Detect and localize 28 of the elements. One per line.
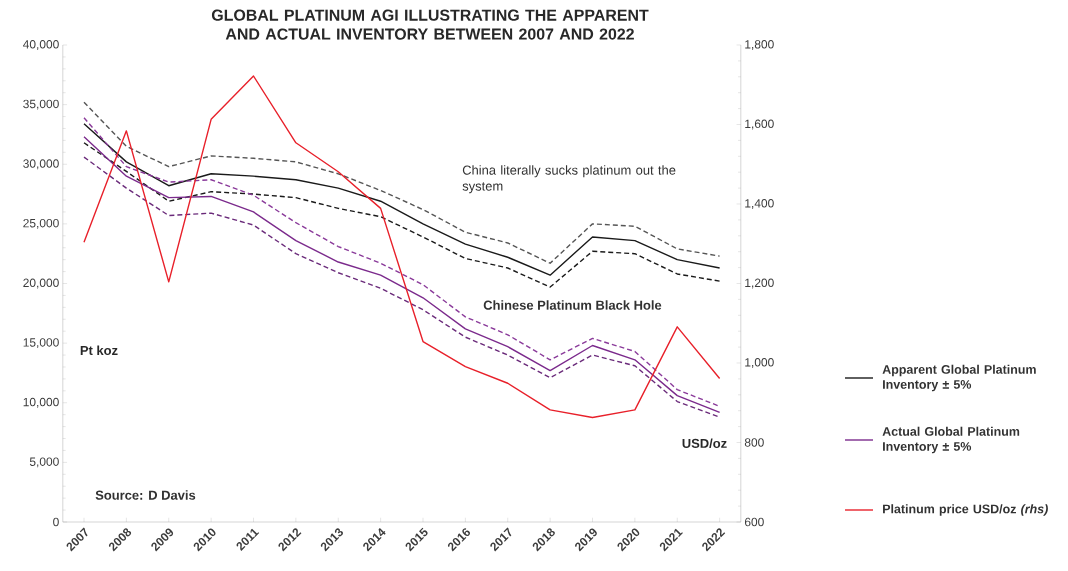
chart-title: GLOBAL PLATINUM AGI ILLUSTRATING THE APPARENT AND ACTUAL INVENTORY BETWEEN 2007 AND 2022 <box>211 9 649 40</box>
y-axis-title: Pt koz <box>80 345 118 356</box>
legend-label: Platinum price USD/oz (rhs) <box>883 504 1048 516</box>
y-tick-label: 40,000 <box>23 40 59 50</box>
annotation: China literally sucks platinum out the system <box>462 165 676 194</box>
line-series <box>83 101 721 264</box>
y2-tick-label: 800 <box>744 438 764 447</box>
y2-tick-label: 1,800 <box>745 40 774 50</box>
y-tick-label: 20,000 <box>23 278 59 289</box>
y2-tick-label: 1,600 <box>745 119 774 130</box>
y2-tick-label: 600 <box>744 517 764 527</box>
y-tick-label: 35,000 <box>23 99 59 110</box>
y2-tick-label: 1,400 <box>745 199 774 209</box>
y-tick-label: 5,000 <box>29 457 59 468</box>
legend-label: Apparent Global Platinum Inventory ± 5% <box>882 364 1036 392</box>
line-series <box>83 123 721 276</box>
y-tick-label: 30,000 <box>23 159 59 170</box>
annotation: Chinese Platinum Black Hole <box>483 300 662 310</box>
annotation: Source: D Davis <box>95 490 196 500</box>
y-tick-label: 15,000 <box>23 338 59 349</box>
y2-axis-title: USD/oz <box>682 438 727 449</box>
legend-label: Actual Global Platinum Inventory ± 5% <box>882 426 1020 454</box>
y-tick-label: 25,000 <box>23 218 59 229</box>
y2-tick-label: 1,000 <box>745 358 774 368</box>
line-series <box>83 142 721 288</box>
y2-tick-label: 1,200 <box>745 278 774 289</box>
y-tick-label: 10,000 <box>23 397 59 408</box>
y-tick-label: 0 <box>53 517 59 527</box>
